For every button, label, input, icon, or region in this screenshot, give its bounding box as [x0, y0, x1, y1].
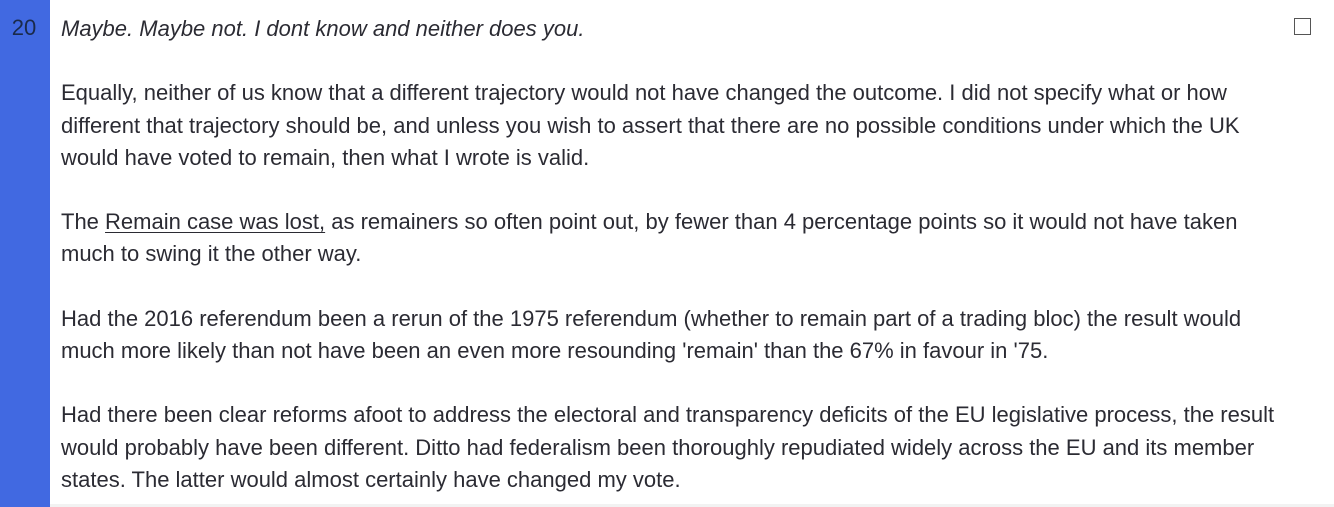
line-number: 20	[11, 15, 37, 40]
quoted-text: Maybe. Maybe not. I dont know and neithe…	[61, 16, 585, 41]
row-divider	[50, 504, 1334, 507]
paragraph-1: Equally, neither of us know that a diffe…	[61, 80, 1240, 170]
paragraph-2-before: The	[61, 209, 106, 235]
paragraph-2: The Remain case was lost, as remainers s…	[61, 206, 1276, 270]
line-gutter: 20	[0, 0, 50, 507]
select-checkbox[interactable]	[1294, 18, 1311, 35]
paragraph-4: Had there been clear reforms afoot to ad…	[61, 402, 1275, 492]
paragraph-3: Had the 2016 referendum been a rerun of …	[61, 305, 1242, 363]
paragraph-2-after: as remainers so often point out, by fewe…	[61, 209, 1238, 267]
remain-case-link[interactable]: Remain case was lost,	[105, 209, 326, 235]
comment-body: Maybe. Maybe not. I dont know and neithe…	[61, 13, 1276, 496]
